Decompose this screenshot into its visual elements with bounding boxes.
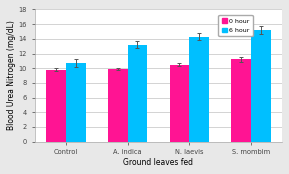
Bar	[189, 37, 209, 142]
Bar	[170, 65, 189, 142]
Bar	[251, 30, 271, 142]
Bar	[108, 69, 127, 142]
X-axis label: Ground leaves fed: Ground leaves fed	[123, 158, 193, 167]
Y-axis label: Blood Urea Nitrogen (mg/dL): Blood Urea Nitrogen (mg/dL)	[7, 21, 16, 130]
Bar	[46, 70, 66, 142]
Bar	[66, 63, 86, 142]
Bar	[127, 45, 147, 142]
Legend: 0 hour, 6 hour: 0 hour, 6 hour	[218, 15, 253, 36]
Bar	[231, 59, 251, 142]
